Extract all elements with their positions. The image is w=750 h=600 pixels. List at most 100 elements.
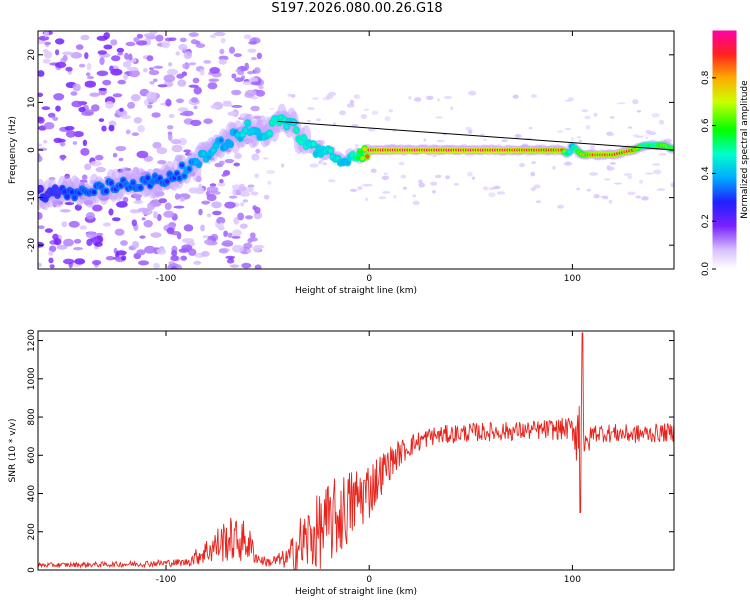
noise-blob (188, 248, 197, 256)
y-tick-label: 1000 (27, 367, 37, 390)
x-tick-label: 100 (564, 274, 581, 284)
noise-blob (425, 95, 434, 100)
noise-blob (152, 141, 162, 149)
noise-blob (92, 259, 102, 266)
noise-blob (564, 99, 571, 102)
noise-blob (118, 157, 124, 162)
noise-blob (78, 106, 86, 113)
ridge-core (165, 179, 170, 184)
ridge-core (218, 138, 224, 143)
noise-blob (143, 220, 153, 228)
noise-blob (234, 77, 244, 82)
noise-blob (231, 73, 237, 79)
noise-blob (229, 46, 235, 54)
noise-blob (570, 136, 574, 142)
noise-blob (127, 66, 139, 72)
noise-blob (116, 47, 125, 53)
ridge-core (118, 183, 124, 188)
noise-blob (218, 58, 227, 65)
y-tick-label: 600 (27, 446, 37, 463)
noise-blob (86, 76, 95, 79)
noise-blob (190, 119, 202, 127)
noise-blob (179, 112, 190, 116)
noise-blob (450, 106, 454, 110)
noise-blob (133, 200, 144, 205)
noise-blob (105, 101, 114, 109)
snr-series-line (38, 332, 674, 570)
ridge-core (345, 160, 350, 165)
noise-blob (38, 116, 45, 124)
noise-blob (671, 184, 674, 188)
noise-blob (219, 222, 224, 229)
noise-blob (216, 216, 226, 225)
noise-blob (96, 70, 109, 77)
ridge-core (328, 148, 333, 153)
noise-blob (418, 182, 425, 188)
noise-blob (229, 264, 240, 268)
noise-blob (193, 86, 202, 95)
noise-blob (392, 194, 397, 199)
noise-blob (128, 69, 140, 78)
noise-blob (180, 255, 188, 261)
noise-blob (112, 152, 118, 158)
snr-plot-area (38, 332, 674, 570)
noise-blob (52, 116, 59, 121)
noise-blob (233, 162, 240, 167)
colorbar-tick-label: 0.2 (701, 214, 711, 228)
noise-blob (103, 32, 110, 40)
noise-blob (332, 122, 337, 126)
noise-blob (360, 114, 367, 119)
ridge-core (99, 184, 104, 189)
noise-blob (240, 202, 245, 207)
noise-blob (108, 208, 114, 216)
noise-blob (138, 260, 149, 266)
noise-blob (163, 210, 175, 218)
noise-blob (122, 61, 132, 68)
noise-blob (55, 105, 61, 112)
x-tick-label: -100 (156, 575, 177, 585)
ridge-core (355, 155, 360, 160)
noise-blob (238, 186, 247, 192)
noise-blob (610, 162, 616, 165)
noise-blob (414, 97, 422, 102)
ridge-core (52, 186, 58, 191)
y-tick-label: 200 (27, 523, 37, 540)
noise-blob (47, 112, 56, 118)
noise-blob (584, 115, 591, 120)
noise-blob (137, 207, 150, 212)
noise-blob (188, 84, 199, 88)
noise-blob (122, 196, 129, 203)
noise-blob (651, 163, 661, 166)
fit-line (277, 120, 674, 151)
noise-blob (141, 217, 146, 221)
noise-blob (131, 241, 140, 249)
noise-blob (105, 256, 115, 261)
noise-blob (48, 245, 57, 253)
ridge-core (360, 156, 365, 161)
noise-blob (281, 163, 285, 168)
noise-blob (38, 92, 44, 97)
noise-blob (70, 52, 83, 59)
noise-blob (157, 213, 162, 222)
colorbar-frame (711, 29, 738, 270)
noise-blob (38, 70, 45, 77)
x-axis-label: Height of straight line (km) (295, 286, 417, 296)
noise-blob (80, 34, 90, 41)
noise-blob (408, 96, 412, 100)
noise-blob (193, 105, 198, 110)
noise-blob (430, 181, 438, 186)
noise-blob (556, 130, 564, 133)
noise-blob (90, 160, 102, 167)
noise-blob (148, 69, 160, 76)
noise-blob (563, 161, 573, 166)
noise-blob (175, 51, 180, 56)
noise-blob (207, 82, 218, 90)
noise-blob (589, 172, 598, 176)
noise-blob (606, 166, 615, 171)
noise-blob (512, 94, 519, 99)
noise-blob (247, 71, 254, 75)
noise-blob (627, 175, 632, 180)
noise-blob (252, 205, 257, 211)
noise-blob (482, 186, 489, 191)
noise-blob (38, 212, 43, 220)
